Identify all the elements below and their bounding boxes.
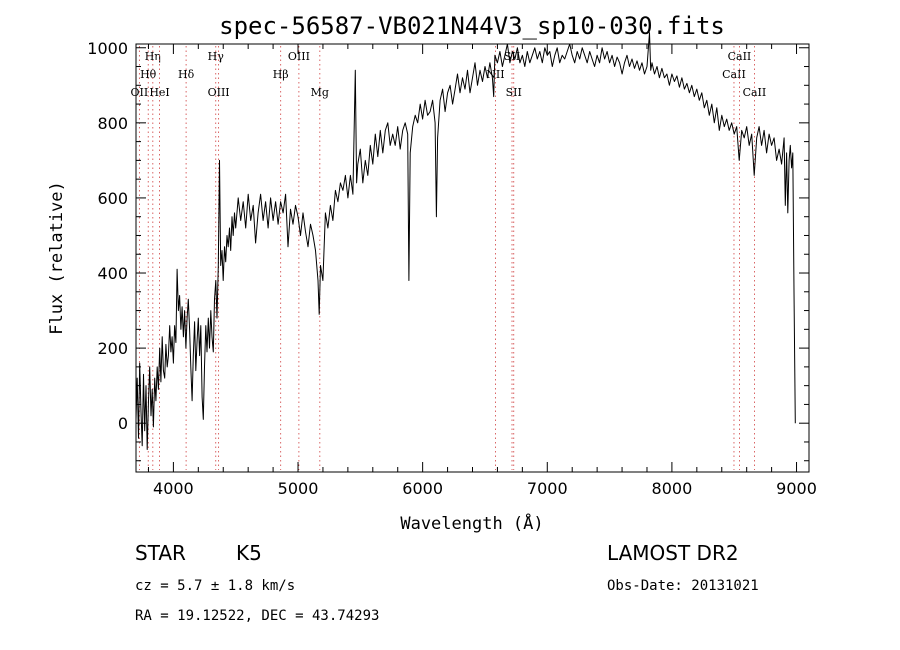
emission-line-label: Hβ — [273, 68, 289, 81]
x-tick-label: 6000 — [402, 479, 443, 498]
y-tick-label: 400 — [97, 264, 128, 283]
emission-line-label: HeI — [149, 86, 169, 99]
emission-line-label: Hγ — [208, 50, 225, 63]
emission-line-label: Hθ — [140, 68, 157, 81]
y-axis-title: Flux (relative) — [47, 181, 67, 335]
x-tick-label: 7000 — [527, 479, 568, 498]
emission-line-label: OII — [131, 86, 149, 99]
emission-line-label: Hδ — [178, 68, 195, 81]
spectrum-series — [135, 32, 796, 450]
axis-ticks: 4000 5000 6000 7000 8000 9000 0 200 400 600 800 100… — [87, 39, 817, 498]
plot-frame — [135, 43, 810, 473]
sky-coordinates: RA = 19.12522, DEC = 43.74293 — [135, 608, 379, 624]
object-class: STAR — [135, 541, 186, 565]
object-subclass: K5 — [236, 541, 262, 565]
y-tick-label: 0 — [118, 414, 128, 433]
emission-line-label: Mg — [311, 86, 329, 99]
y-tick-label: 800 — [97, 114, 128, 133]
x-tick-label: 8000 — [652, 479, 693, 498]
y-tick-label: 1000 — [87, 39, 128, 58]
x-tick-label: 9000 — [776, 479, 817, 498]
x-tick-label: 5000 — [278, 479, 319, 498]
observation-date: Obs-Date: 20131021 — [607, 578, 759, 594]
emission-line-label: CaII — [743, 86, 767, 99]
y-tick-label: 600 — [97, 189, 128, 208]
spectrum-line — [135, 32, 796, 450]
emission-line-label: Hη — [145, 50, 161, 63]
x-axis-title: Wavelength (Å) — [400, 512, 543, 534]
emission-line-label: OIII — [208, 86, 230, 99]
emission-line-label: OIII — [288, 50, 310, 63]
chart-title: spec-56587-VB021N44V3_sp10-030.fits — [219, 12, 725, 40]
x-tick-label: 4000 — [153, 479, 194, 498]
emission-line-label: SII — [506, 86, 522, 99]
spectrum-info: STAR K5 LAMOST DR2 cz = 5.7 ± 1.8 km/s O… — [135, 541, 759, 624]
emission-line-label: CaII — [722, 68, 746, 81]
survey-name: LAMOST DR2 — [607, 541, 739, 565]
emission-line-label: CaII — [728, 50, 752, 63]
y-tick-label: 200 — [97, 339, 128, 358]
redshift-velocity: cz = 5.7 ± 1.8 km/s — [135, 578, 295, 594]
